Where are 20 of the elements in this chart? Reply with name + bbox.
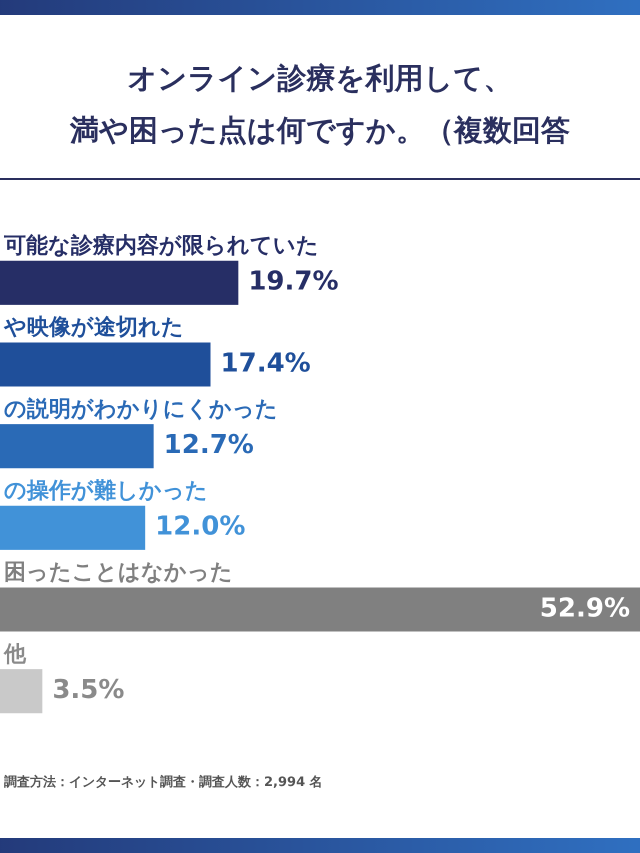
bar (0, 342, 211, 387)
data-label: 52.9% (540, 593, 630, 624)
bar (0, 669, 42, 714)
bar (0, 506, 146, 550)
y-tick-label: の説明がわかりにくかった (4, 396, 278, 422)
y-tick-label: の操作が難しかった (4, 478, 208, 504)
text: 調査方法：インターネット調査・調査人数：2,994 名 (4, 774, 323, 792)
data-label: 12.7% (164, 430, 254, 460)
bar (0, 424, 154, 468)
data-label: 17.4% (220, 348, 311, 378)
bar (0, 260, 238, 305)
y-tick-label: 他 (3, 642, 27, 667)
y-tick-label: や映像が途切れた (3, 315, 184, 340)
bar (0, 587, 640, 632)
data-label: 3.5% (52, 674, 124, 705)
y-tick-label: 困ったことはなかった (4, 560, 233, 586)
y-tick-label: 可能な診療内容が限られていた (3, 232, 319, 258)
data-label: 12.0% (155, 512, 246, 542)
chart-title: オンライン診療を利用して、満や困った点は何ですか。（複数回答 (68, 60, 571, 149)
data-label: 19.7% (248, 266, 339, 297)
